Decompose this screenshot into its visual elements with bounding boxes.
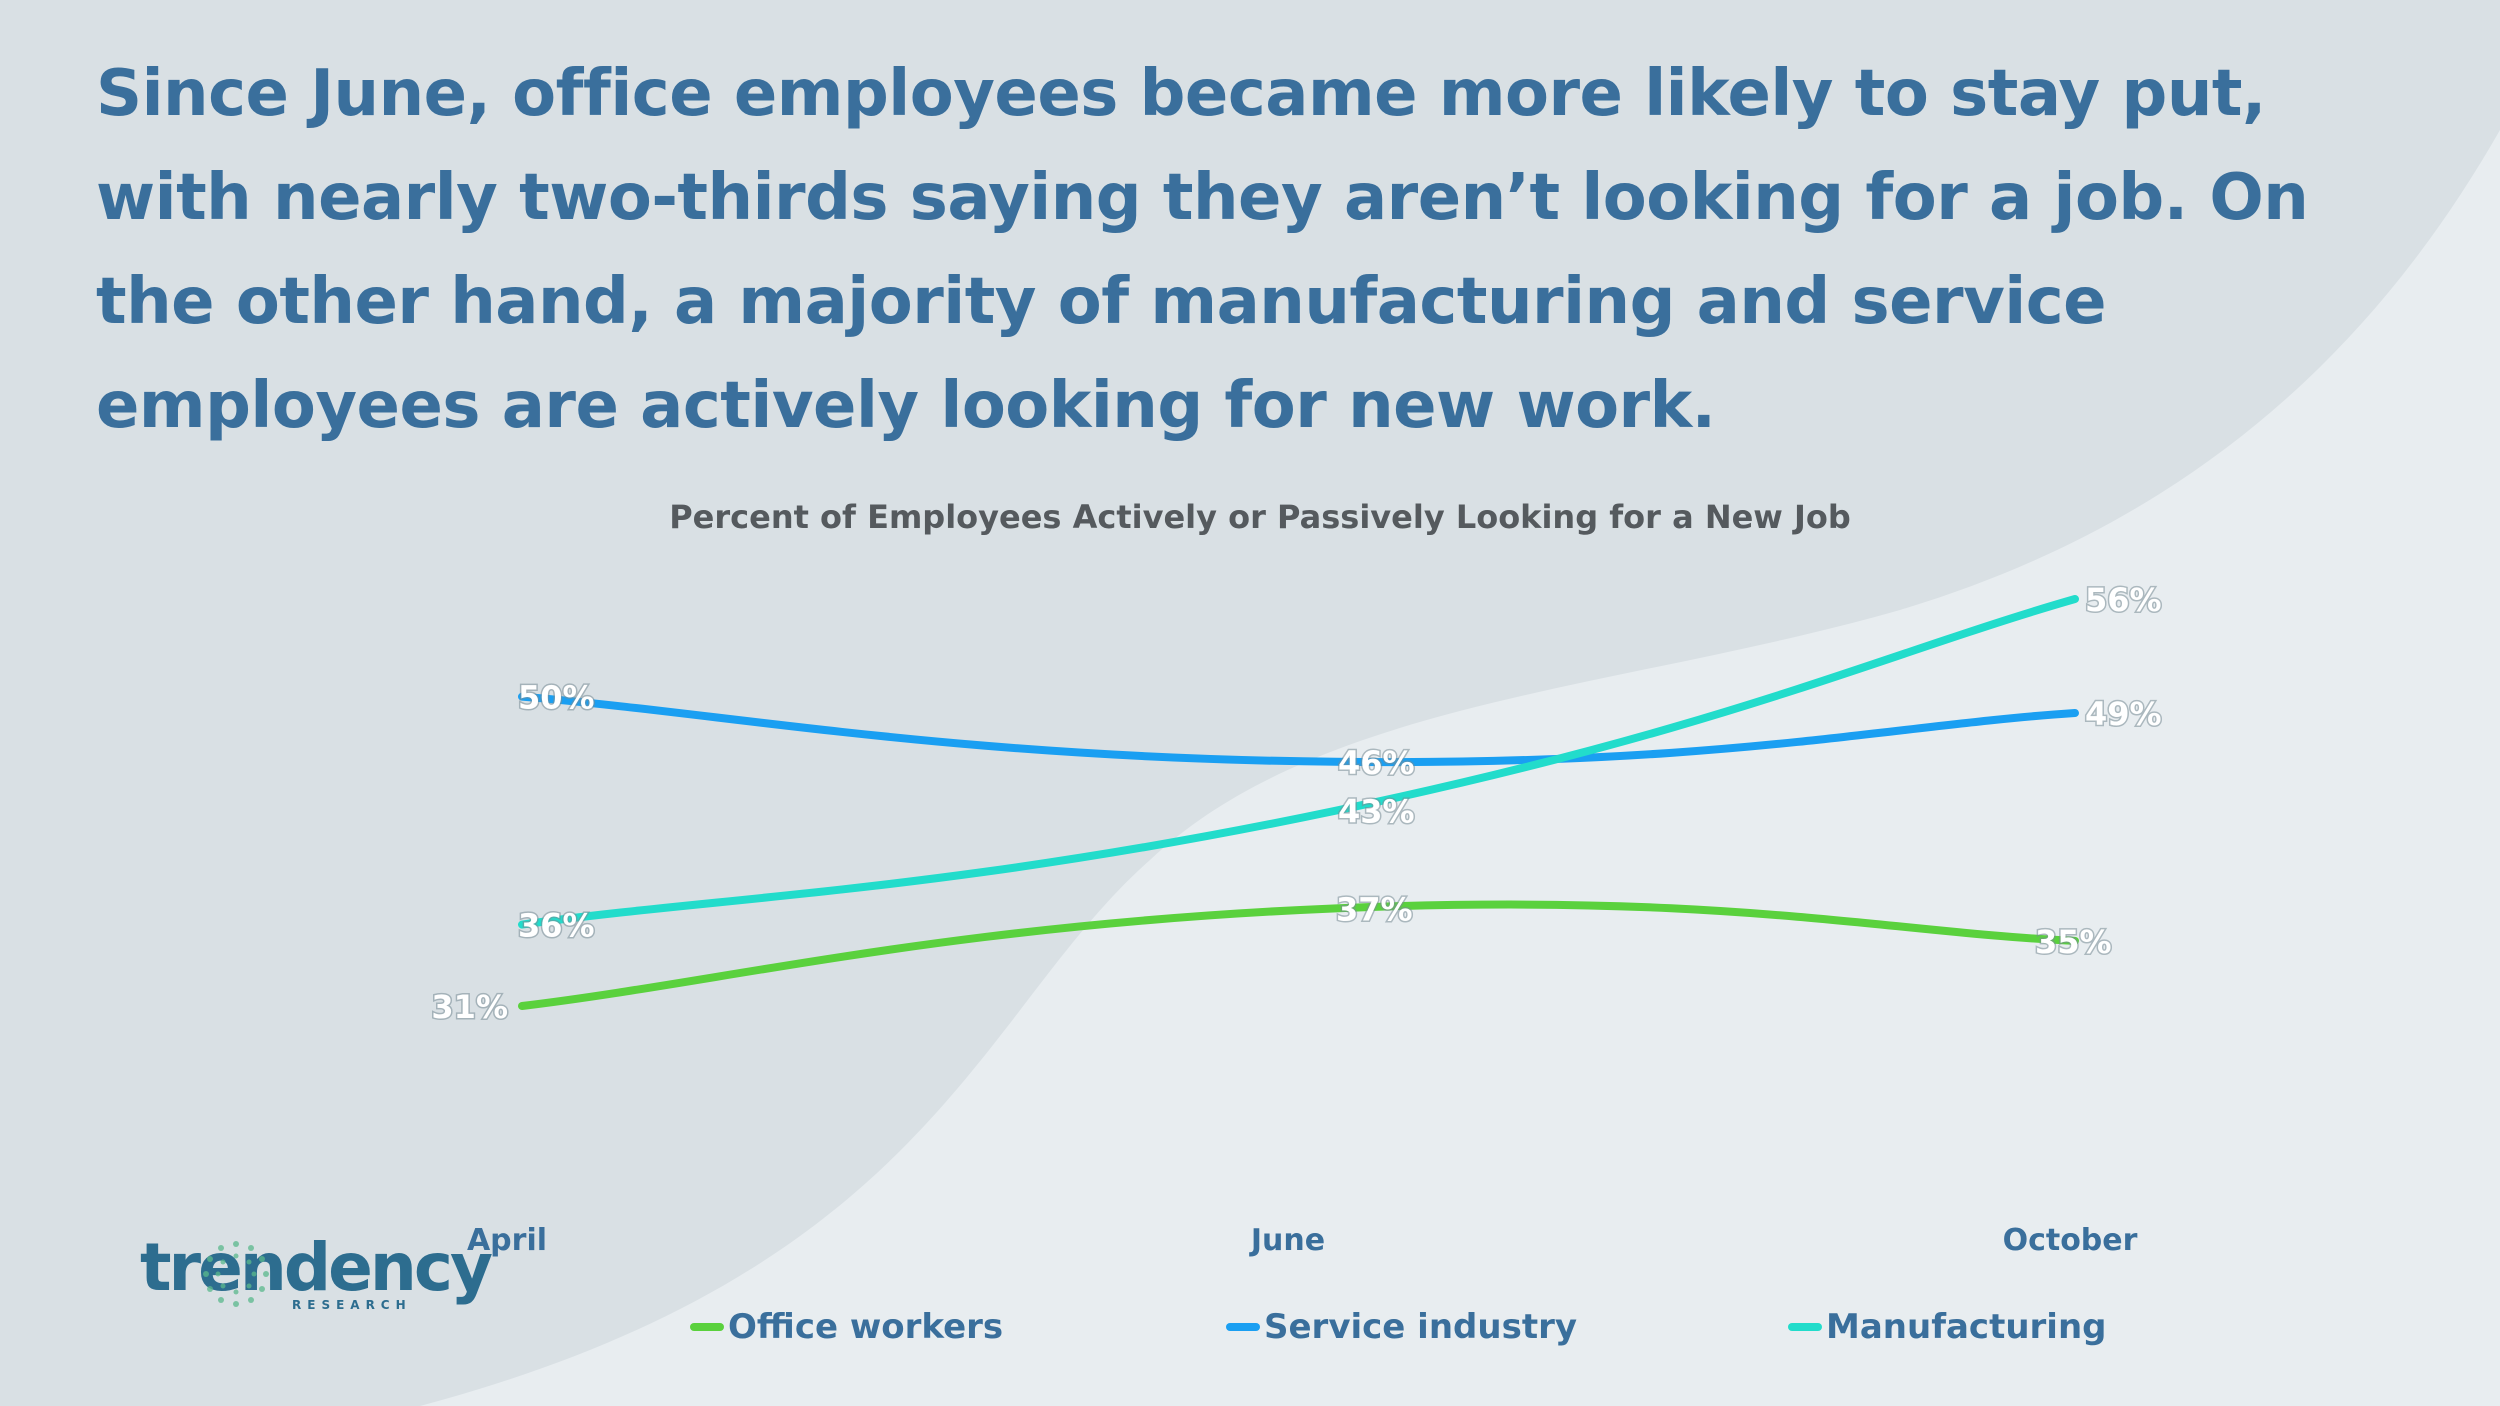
data-label-service-june: 46% [1338, 744, 1415, 782]
data-label-office-october: 35% [2035, 923, 2112, 961]
legend-swatch-manufacturing [1788, 1323, 1822, 1331]
data-label-manufacturing-june: 43% [1338, 793, 1415, 831]
data-label-manufacturing-april: 36% [518, 907, 595, 945]
legend-item-service: Service industry [1226, 1300, 1577, 1354]
logo-subtitle: RESEARCH [292, 1298, 412, 1312]
series-line-manufacturing [518, 595, 2079, 929]
legend-swatch-service [1226, 1323, 1260, 1331]
legend-swatch-office [690, 1323, 724, 1331]
legend-label-office: Office workers [728, 1307, 1004, 1347]
data-label-service-april: 50% [518, 679, 595, 717]
headline: Since June, office employees became more… [96, 57, 2309, 443]
series-line-office [518, 900, 2079, 1010]
x-tick-april: April [467, 1223, 547, 1258]
legend-item-office: Office workers [690, 1300, 1003, 1354]
series-line-service [518, 692, 2079, 767]
data-label-office-april: 31% [431, 988, 508, 1026]
legend-item-manufacturing: Manufacturing [1788, 1300, 2107, 1354]
logo-wordmark: trendency [140, 1229, 493, 1306]
trendency-logo: trendency RESEARCH [140, 1228, 493, 1318]
legend-label-service: Service industry [1264, 1307, 1578, 1347]
chart-title: Percent of Employees Actively or Passive… [669, 498, 1851, 536]
data-label-service-october: 49% [2085, 695, 2162, 733]
data-label-manufacturing-october: 56% [2085, 581, 2162, 619]
x-tick-october: October [2003, 1223, 2138, 1258]
data-label-office-june: 37% [1336, 890, 1413, 928]
x-tick-june: June [1249, 1223, 1325, 1258]
logo-dot-mark-icon [203, 1241, 269, 1307]
legend-label-manufacturing: Manufacturing [1826, 1307, 2107, 1347]
